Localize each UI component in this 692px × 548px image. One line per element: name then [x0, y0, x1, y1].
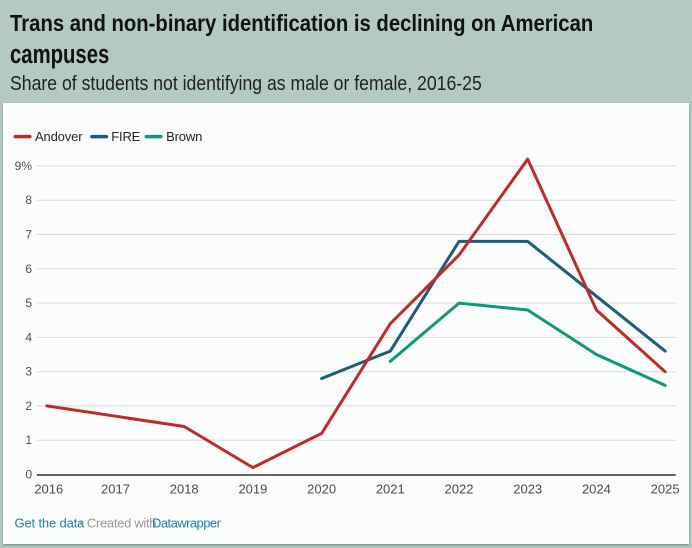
svg-text:2016: 2016	[34, 482, 63, 497]
svg-text:2025: 2025	[651, 482, 680, 497]
svg-text:4: 4	[25, 330, 32, 344]
svg-text:2: 2	[25, 399, 32, 413]
svg-text:2024: 2024	[582, 482, 611, 497]
svg-text:2017: 2017	[101, 482, 130, 497]
svg-text:2018: 2018	[170, 482, 199, 497]
svg-text:3: 3	[25, 365, 32, 379]
svg-text:Datawrapper: Datawrapper	[152, 516, 222, 531]
svg-text:2021: 2021	[376, 482, 405, 497]
svg-text:1: 1	[25, 433, 32, 447]
svg-text:5: 5	[25, 296, 32, 310]
svg-text:2019: 2019	[238, 482, 267, 497]
svg-text:Get the data: Get the data	[15, 516, 86, 531]
svg-text:2023: 2023	[513, 482, 542, 497]
svg-text:6: 6	[25, 262, 32, 276]
svg-text:• Created with: • Created with	[79, 516, 156, 531]
svg-text:2020: 2020	[307, 482, 336, 497]
svg-text:9%: 9%	[15, 159, 33, 173]
svg-text:2022: 2022	[445, 482, 474, 497]
svg-text:7: 7	[25, 228, 32, 242]
svg-text:0: 0	[25, 468, 32, 482]
svg-text:8: 8	[25, 193, 32, 207]
svg-text:Brown: Brown	[166, 129, 202, 144]
svg-text:Andover: Andover	[35, 129, 83, 144]
svg-text:FIRE: FIRE	[111, 129, 140, 144]
